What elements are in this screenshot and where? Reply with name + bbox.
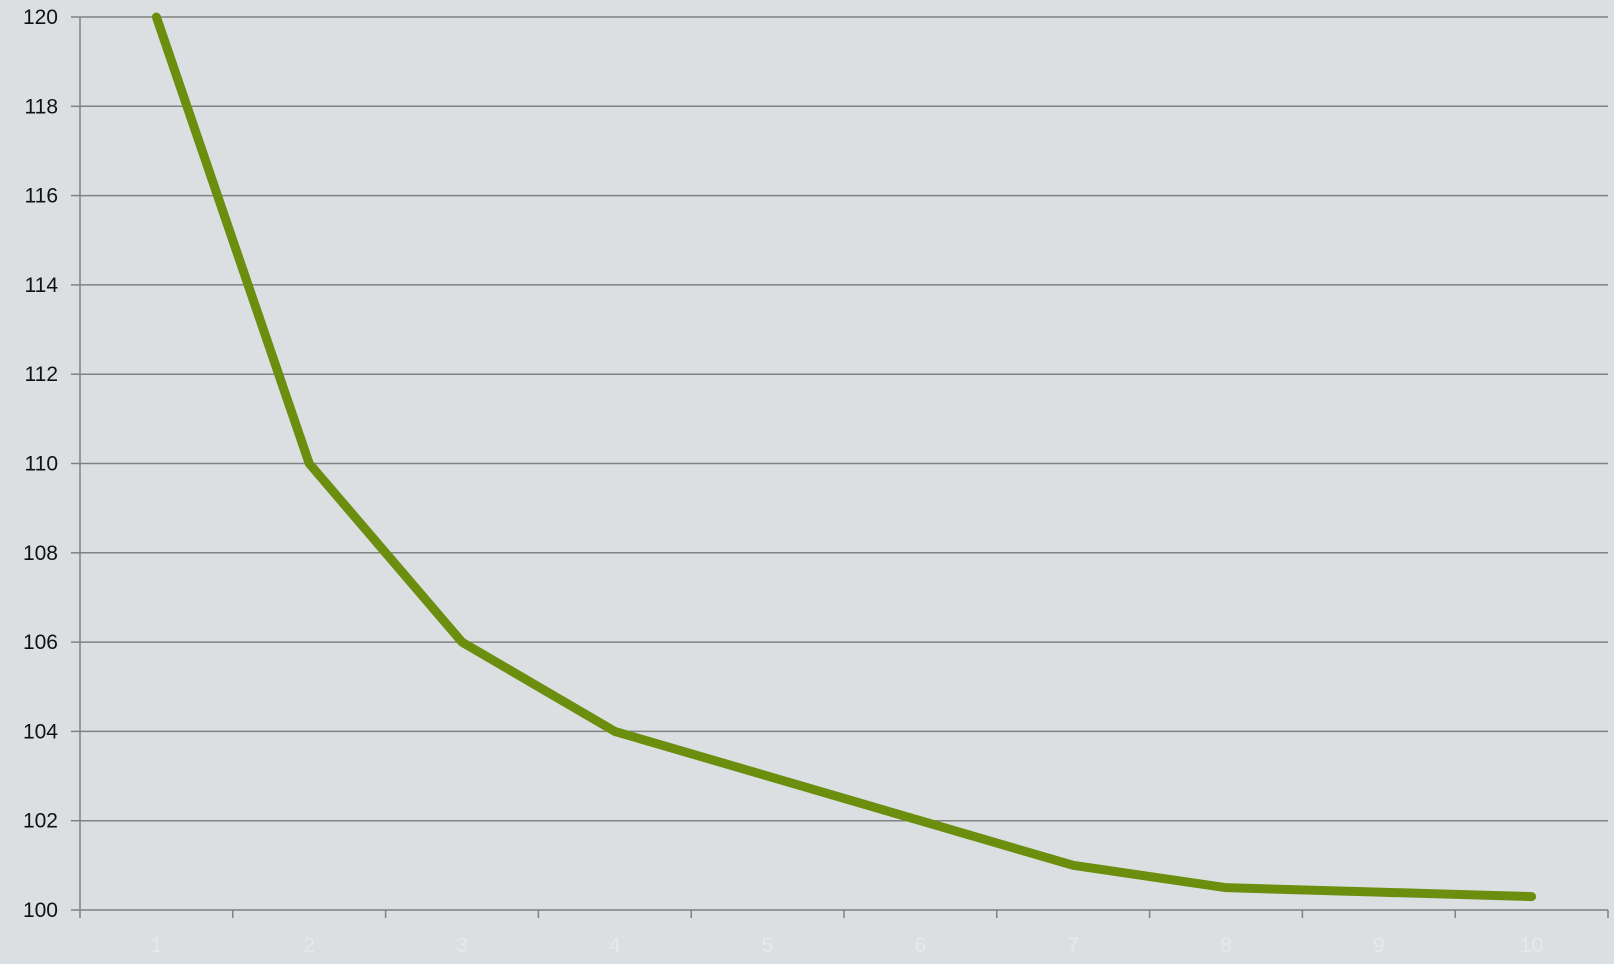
x-tick-label: 7: [1067, 934, 1079, 957]
x-tick-label: 8: [1220, 934, 1232, 957]
x-tick-label: 6: [915, 934, 927, 957]
y-tick-label: 114: [25, 274, 59, 297]
x-tick-label: 3: [456, 934, 468, 957]
y-tick-label: 112: [25, 363, 58, 386]
y-tick-label: 102: [23, 810, 58, 833]
gridlines: [80, 16, 1608, 822]
x-tick-label: 9: [1373, 934, 1385, 957]
y-tick-label: 116: [25, 185, 58, 208]
x-tick-label: 10: [1520, 934, 1543, 957]
x-tick-label: 1: [151, 934, 163, 957]
y-tick-label: 110: [25, 453, 58, 476]
y-tick-labels: 100 102 104 106 108 110 112 114 116 118 120: [23, 6, 58, 922]
series-lines: [151, 12, 1537, 902]
y-tick-label: 120: [23, 6, 58, 29]
x-tick-label: 5: [762, 934, 774, 957]
x-tick-label: 4: [609, 934, 621, 957]
x-tick-labels: 1 2 3 4 5 6 7 8 9 10: [151, 934, 1544, 957]
y-tick-label: 108: [23, 542, 58, 565]
axes: [71, 16, 1609, 918]
y-tick-label: 118: [25, 95, 58, 118]
y-tick-label: 104: [23, 720, 58, 743]
x-tick-label: 2: [303, 934, 315, 957]
series-line: [151, 12, 1537, 902]
y-tick-label: 106: [23, 631, 58, 654]
y-tick-label: 100: [23, 899, 58, 922]
